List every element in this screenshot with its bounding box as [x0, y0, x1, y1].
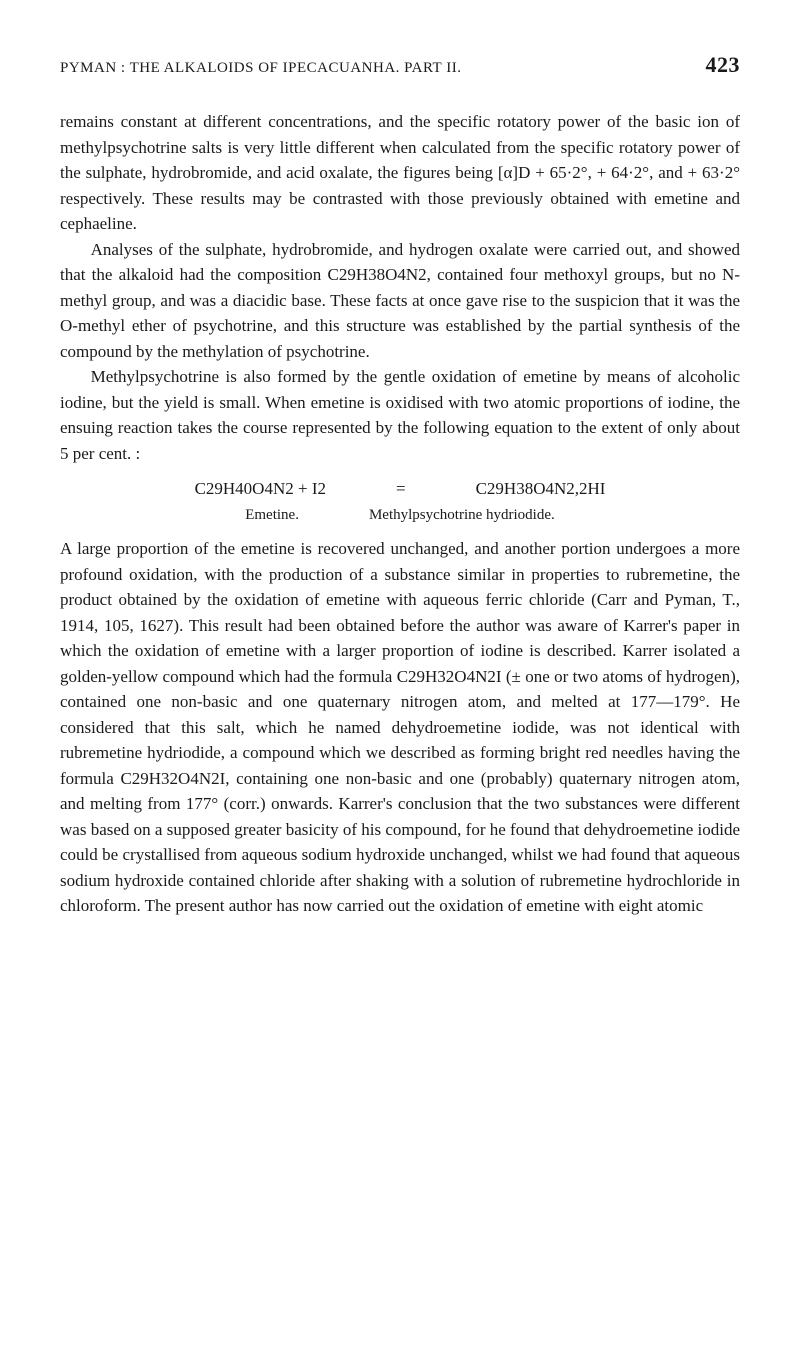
equation-right-label: Methylpsychotrine hydriodide.	[369, 504, 555, 527]
body-paragraph: remains constant at different concentrat…	[60, 109, 740, 237]
body-paragraph: Analyses of the sulphate, hydrobromide, …	[60, 237, 740, 365]
body-paragraph: A large proportion of the emetine is rec…	[60, 536, 740, 919]
equation-block: C29H40O4N2 + I2 = C29H38O4N2,2HI	[60, 476, 740, 502]
equation-equals: =	[396, 476, 406, 502]
equation-left-label: Emetine.	[245, 504, 299, 527]
running-header: PYMAN : THE ALKALOIDS OF IPECACUANHA. PA…	[60, 48, 740, 81]
equation-right: C29H38O4N2,2HI	[476, 476, 606, 502]
body-paragraph: Methylpsychotrine is also formed by the …	[60, 364, 740, 466]
equation-left: C29H40O4N2 + I2	[195, 476, 326, 502]
running-title: PYMAN : THE ALKALOIDS OF IPECACUANHA. PA…	[60, 57, 461, 80]
page-number: 423	[706, 48, 741, 81]
equation-labels: Emetine. Methylpsychotrine hydriodide.	[60, 504, 740, 527]
